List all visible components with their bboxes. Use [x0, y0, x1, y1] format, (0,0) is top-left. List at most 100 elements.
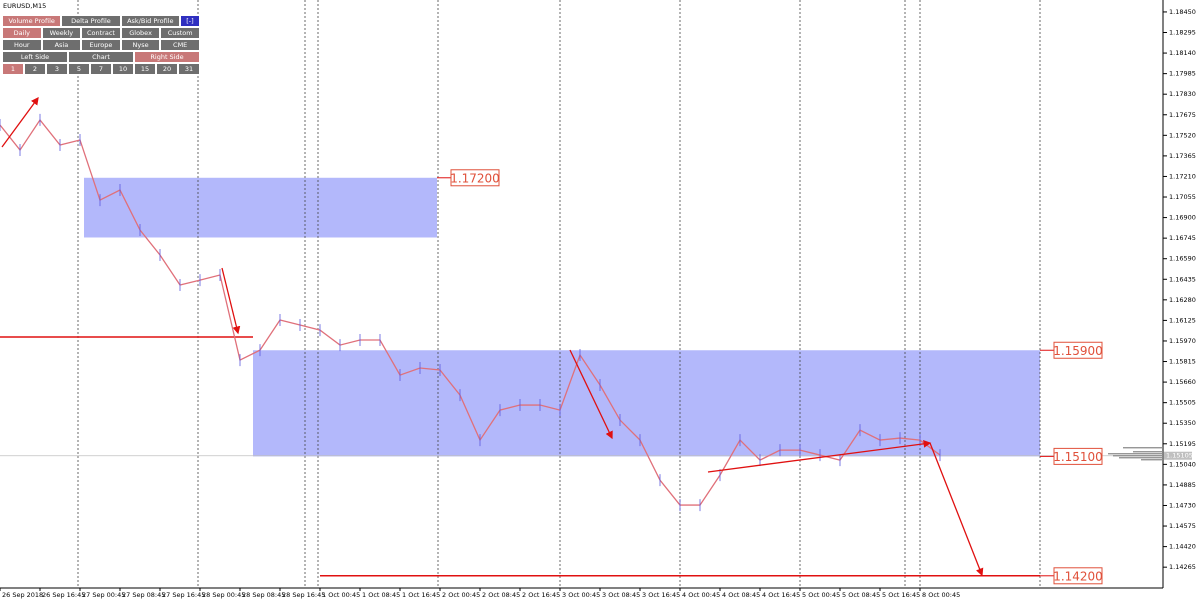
zone — [84, 177, 437, 238]
x-tick-label: 28 Sep 16:45 — [282, 591, 325, 599]
trend-arrow — [569, 349, 613, 440]
y-tick-label: 1.16900 — [1169, 214, 1196, 222]
y-tick-label: 1.17210 — [1169, 172, 1196, 180]
y-tick-label: 1.15660 — [1169, 378, 1196, 386]
x-tick-label: 4 Oct 00:45 — [682, 591, 720, 599]
y-tick-label: 1.18450 — [1169, 8, 1196, 16]
level-label: 1.15900 — [1053, 344, 1103, 358]
x-tick-label: 2 Oct 16:45 — [522, 591, 560, 599]
toolbar-button[interactable]: Ask/Bid Profile — [121, 16, 179, 26]
button-row: Left Side Chart Right Side — [3, 52, 199, 62]
button-row: 1 2 3 5 7 10 15 20 31 — [3, 64, 199, 74]
toolbar-button[interactable]: Right Side — [135, 52, 199, 62]
toolbar-button[interactable]: Globex — [121, 28, 160, 38]
toolbar-button[interactable]: CME — [161, 40, 199, 50]
zone — [253, 350, 1040, 457]
current-price-box — [1164, 451, 1192, 460]
button-row: Volume Profile Delta Profile Ask/Bid Profi… — [3, 16, 199, 26]
y-tick-label: 1.14420 — [1169, 543, 1196, 551]
toolbar-button[interactable]: 3 — [47, 64, 67, 74]
y-tick-label: 1.14885 — [1169, 481, 1196, 489]
x-tick-label: 2 Oct 00:45 — [442, 591, 480, 599]
toolbar-button[interactable]: 7 — [91, 64, 111, 74]
x-tick-label: 3 Oct 00:45 — [562, 591, 600, 599]
y-tick-label: 1.17520 — [1169, 131, 1196, 139]
x-tick-label: 5 Oct 08:45 — [842, 591, 880, 599]
trend-arrow — [929, 442, 984, 577]
level-box — [1053, 447, 1103, 465]
toolbar-button[interactable]: 2 — [25, 64, 45, 74]
price-line — [0, 118, 941, 506]
x-tick-label: 1 Oct 00:45 — [322, 591, 360, 599]
toolbar-button[interactable]: Delta Profile — [62, 16, 120, 26]
toolbar: Volume Profile Delta Profile Ask/Bid Profi… — [3, 16, 199, 76]
x-tick-label: 26 Sep 16:45 — [42, 591, 85, 599]
toolbar-button[interactable]: Weekly — [42, 28, 81, 38]
y-tick-label: 1.17365 — [1169, 152, 1196, 160]
x-tick-label: 3 Oct 16:45 — [642, 591, 680, 599]
y-tick-label: 1.16745 — [1169, 234, 1196, 242]
y-tick-label: 1.16590 — [1169, 255, 1196, 263]
x-tick-label: 28 Sep 00:45 — [202, 591, 245, 599]
trend-arrow — [1, 96, 39, 148]
y-tick-label: 1.16435 — [1169, 275, 1196, 283]
toolbar-button[interactable]: 20 — [157, 64, 177, 74]
y-tick-label: 1.14730 — [1169, 501, 1196, 509]
y-tick-label: 1.16125 — [1169, 316, 1196, 324]
trend-arrow — [707, 439, 932, 473]
x-tick-label: 1 Oct 08:45 — [362, 591, 400, 599]
toolbar-button[interactable]: 15 — [135, 64, 155, 74]
x-tick-label: 26 Sep 2018 — [2, 591, 43, 599]
x-tick-label: 4 Oct 16:45 — [762, 591, 800, 599]
toolbar-button[interactable]: 5 — [69, 64, 89, 74]
x-tick-label: 27 Sep 08:45 — [122, 591, 165, 599]
level-box — [1053, 341, 1103, 359]
level-label: 1.17200 — [450, 171, 500, 185]
x-tick-label: 5 Oct 00:45 — [802, 591, 840, 599]
trend-arrow — [221, 267, 241, 335]
level-label: 1.15100 — [1053, 450, 1103, 464]
button-row: Daily Weekly Contract Globex Custom — [3, 28, 199, 38]
toolbar-button[interactable]: Europe — [82, 40, 120, 50]
x-tick-label: 1 Oct 16:45 — [402, 591, 440, 599]
y-tick-label: 1.15970 — [1169, 337, 1196, 345]
x-tick-label: 3 Oct 08:45 — [602, 591, 640, 599]
toolbar-button[interactable]: Contract — [82, 28, 120, 38]
y-tick-label: 1.14265 — [1169, 563, 1196, 571]
current-price-label: 1.15105 — [1166, 452, 1193, 460]
y-tick-label: 1.17985 — [1169, 70, 1196, 78]
toolbar-button[interactable]: Left Side — [3, 52, 67, 62]
x-tick-label: 8 Oct 00:45 — [922, 591, 960, 599]
y-tick-label: 1.17830 — [1169, 90, 1196, 98]
x-tick-label: 4 Oct 08:45 — [722, 591, 760, 599]
level-label: 1.14200 — [1053, 569, 1103, 583]
toolbar-button[interactable]: Volume Profile — [3, 16, 61, 26]
chart-title: EURUSD,M15 — [3, 2, 46, 10]
level-box — [450, 169, 500, 187]
y-tick-label: 1.15815 — [1169, 358, 1196, 366]
toolbar-button[interactable]: 31 — [179, 64, 199, 74]
toolbar-button[interactable]: Chart — [69, 52, 133, 62]
toolbar-button[interactable]: Hour — [3, 40, 41, 50]
toolbar-button[interactable]: Daily — [3, 28, 41, 38]
y-tick-label: 1.18140 — [1169, 49, 1196, 57]
toolbar-button[interactable]: 10 — [113, 64, 133, 74]
y-tick-label: 1.17675 — [1169, 111, 1196, 119]
level-box — [1053, 567, 1103, 585]
x-tick-label: 27 Sep 00:45 — [82, 591, 125, 599]
x-tick-label: 27 Sep 16:45 — [162, 591, 205, 599]
x-tick-label: 5 Oct 16:45 — [882, 591, 920, 599]
toolbar-button[interactable]: Asia — [42, 40, 81, 50]
y-tick-label: 1.15195 — [1169, 440, 1196, 448]
toolbar-button[interactable]: 1 — [3, 64, 23, 74]
toolbar-button[interactable]: Nyse — [121, 40, 160, 50]
y-tick-label: 1.15040 — [1169, 460, 1196, 468]
toolbar-button[interactable]: [-] — [180, 16, 199, 26]
button-row: Hour Asia Europe Nyse CME — [3, 40, 199, 50]
toolbar-button[interactable]: Custom — [161, 28, 199, 38]
y-tick-label: 1.15505 — [1169, 399, 1196, 407]
y-tick-label: 1.17055 — [1169, 193, 1196, 201]
x-tick-label: 28 Sep 08:45 — [242, 591, 285, 599]
